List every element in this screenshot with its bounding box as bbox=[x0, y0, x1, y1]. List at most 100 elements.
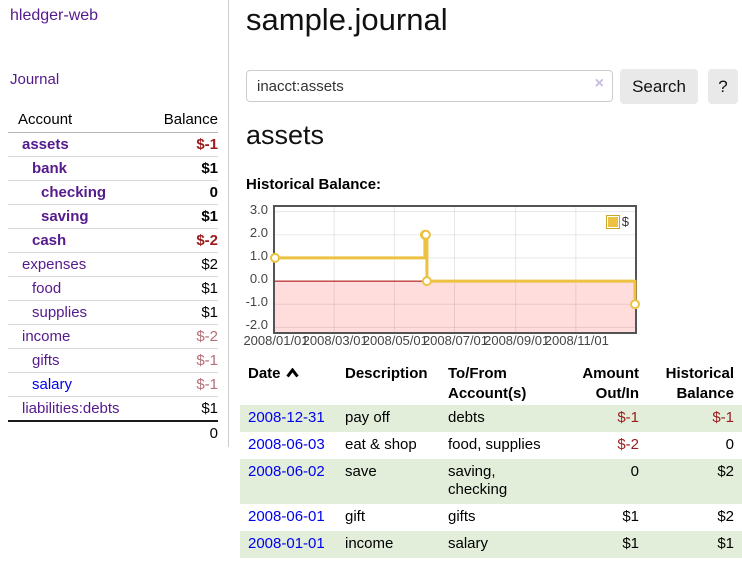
transaction-date-cell: 2008-01-01 bbox=[240, 531, 337, 558]
account-cell: income bbox=[8, 324, 150, 349]
sidebar-account-link[interactable]: gifts bbox=[32, 352, 60, 369]
transaction-date-link[interactable]: 2008-06-01 bbox=[248, 508, 325, 525]
account-row: supplies $1 bbox=[8, 300, 218, 325]
y-axis-tick-label: 2.0 bbox=[249, 224, 268, 240]
account-cell: expenses bbox=[8, 252, 150, 277]
sidebar-account-link[interactable]: checking bbox=[41, 184, 107, 201]
sort-ascending-icon bbox=[285, 367, 299, 378]
balance-chart: $ bbox=[270, 205, 640, 334]
x-axis-tick-label: 2008/03/01 bbox=[302, 333, 368, 348]
chart-legend: $ bbox=[604, 214, 630, 229]
account-balance: 0 bbox=[149, 180, 218, 205]
search-help-button[interactable]: ? bbox=[708, 69, 738, 104]
register-header-description: Description bbox=[345, 365, 428, 382]
account-balance: $-1 bbox=[149, 372, 218, 397]
register-header-balance: Historical Balance bbox=[665, 365, 734, 402]
y-axis-tick-label: -1.0 bbox=[245, 294, 268, 310]
chart-title: Historical Balance: bbox=[246, 176, 382, 193]
accounts-header-account: Account bbox=[8, 108, 150, 133]
register-header-accounts: To/From Account(s) bbox=[448, 365, 527, 402]
transaction-description: pay off bbox=[345, 409, 390, 426]
transaction-date-cell: 2008-06-01 bbox=[240, 504, 337, 531]
search-button[interactable]: Search bbox=[620, 69, 698, 104]
account-balance: $1 bbox=[149, 276, 218, 301]
page-title: sample.journal bbox=[246, 2, 448, 37]
clear-search-icon[interactable]: × bbox=[594, 75, 604, 92]
transaction-date-link[interactable]: 2008-06-02 bbox=[248, 462, 325, 480]
sidebar-account-link[interactable]: bank bbox=[32, 160, 68, 177]
sidebar-account-link[interactable]: supplies bbox=[32, 304, 88, 321]
transaction-balance: $2 bbox=[717, 508, 734, 525]
legend-label: $ bbox=[621, 214, 629, 229]
sidebar-account-link[interactable]: assets bbox=[22, 136, 69, 153]
y-axis-tick-label: 0.0 bbox=[249, 271, 268, 287]
sidebar-account-link[interactable]: salary bbox=[32, 376, 73, 393]
transaction-amount: $1 bbox=[622, 534, 639, 552]
x-axis-tick-label: 2008/11/01 bbox=[544, 333, 609, 348]
register-tbody: 2008-12-31 pay off debts $-1 $-1 2008-06-03 ea… bbox=[240, 405, 742, 558]
transaction-date-link[interactable]: 2008-12-31 bbox=[248, 409, 325, 426]
accounts-header-row: Account Balance bbox=[8, 108, 218, 133]
sidebar-account-link[interactable]: liabilities:debts bbox=[22, 400, 120, 417]
transaction-amount: $-1 bbox=[617, 409, 639, 426]
sidebar-account-link[interactable]: cash bbox=[32, 232, 67, 249]
sidebar-account-link[interactable]: saving bbox=[41, 208, 89, 225]
transaction-date-link[interactable]: 2008-06-03 bbox=[248, 435, 325, 453]
account-row: saving $1 bbox=[8, 204, 218, 229]
account-heading: assets bbox=[246, 120, 325, 150]
register-header-row: Date Description To/From Account(s) Amou… bbox=[240, 361, 742, 405]
account-balance: $-2 bbox=[149, 324, 218, 349]
app-brand-link[interactable]: hledger-web bbox=[10, 7, 99, 24]
sidebar: hledger-web Journal Account Balance asse… bbox=[0, 0, 229, 447]
account-cell: checking bbox=[8, 180, 150, 205]
account-row: expenses $2 bbox=[8, 252, 218, 277]
y-axis-tick-label: 1.0 bbox=[249, 247, 268, 263]
account-cell: liabilities:debts bbox=[8, 396, 150, 422]
account-cell: supplies bbox=[8, 300, 150, 325]
account-cell: saving bbox=[8, 204, 150, 229]
date-header-label: Date bbox=[248, 365, 281, 382]
account-balance: $-1 bbox=[149, 348, 218, 373]
transaction-balance: 0 bbox=[725, 435, 734, 453]
sidebar-item-journal[interactable]: Journal bbox=[10, 71, 60, 88]
transaction-accounts: saving, checking bbox=[448, 462, 508, 499]
account-balance: $1 bbox=[149, 396, 218, 422]
search-box: × bbox=[246, 70, 613, 102]
legend-swatch-icon bbox=[605, 214, 620, 229]
account-row: salary $-1 bbox=[8, 372, 218, 397]
register-header-date[interactable]: Date bbox=[240, 361, 337, 405]
register-header-amount: Amount Out/In bbox=[582, 365, 639, 402]
transaction-amount: $1 bbox=[622, 508, 639, 525]
transaction-amount: $-2 bbox=[617, 435, 639, 453]
transaction-balance: $-1 bbox=[712, 409, 734, 426]
transaction-accounts: salary bbox=[448, 534, 489, 552]
transaction-accounts: gifts bbox=[448, 508, 476, 525]
y-axis-tick-label: -2.0 bbox=[245, 317, 268, 333]
balance-chart-svg bbox=[270, 207, 640, 332]
transaction-description: gift bbox=[345, 508, 366, 525]
account-cell: assets bbox=[8, 132, 150, 157]
account-cell: food bbox=[8, 276, 150, 301]
sidebar-account-link[interactable]: income bbox=[22, 328, 71, 345]
account-row: bank $1 bbox=[8, 156, 218, 181]
account-cell: salary bbox=[8, 372, 150, 397]
account-row: food $1 bbox=[8, 276, 218, 301]
transaction-balance: $1 bbox=[717, 534, 734, 552]
transaction-description: income bbox=[345, 534, 394, 552]
search-input[interactable] bbox=[246, 70, 613, 102]
x-axis-tick-label: 2008/09/01 bbox=[484, 333, 550, 348]
account-row: assets $-1 bbox=[8, 132, 218, 157]
transaction-balance: $2 bbox=[717, 462, 734, 480]
transaction-date-cell: 2008-06-02 bbox=[240, 459, 337, 505]
transaction-accounts: debts bbox=[448, 409, 485, 426]
sidebar-account-link[interactable]: food bbox=[32, 280, 62, 297]
account-balance: $-2 bbox=[149, 228, 218, 253]
account-balance: $2 bbox=[149, 252, 218, 277]
transaction-date-link[interactable]: 2008-01-01 bbox=[248, 534, 325, 552]
y-axis-tick-label: 3.0 bbox=[249, 201, 268, 217]
transaction-row: 2008-01-01 income salary $1 $1 bbox=[240, 530, 742, 558]
accounts-total-row: 0 bbox=[8, 421, 218, 445]
sidebar-account-link[interactable]: expenses bbox=[22, 256, 87, 273]
transaction-row: 2008-06-02 save saving, checking 0 $2 bbox=[240, 458, 742, 505]
